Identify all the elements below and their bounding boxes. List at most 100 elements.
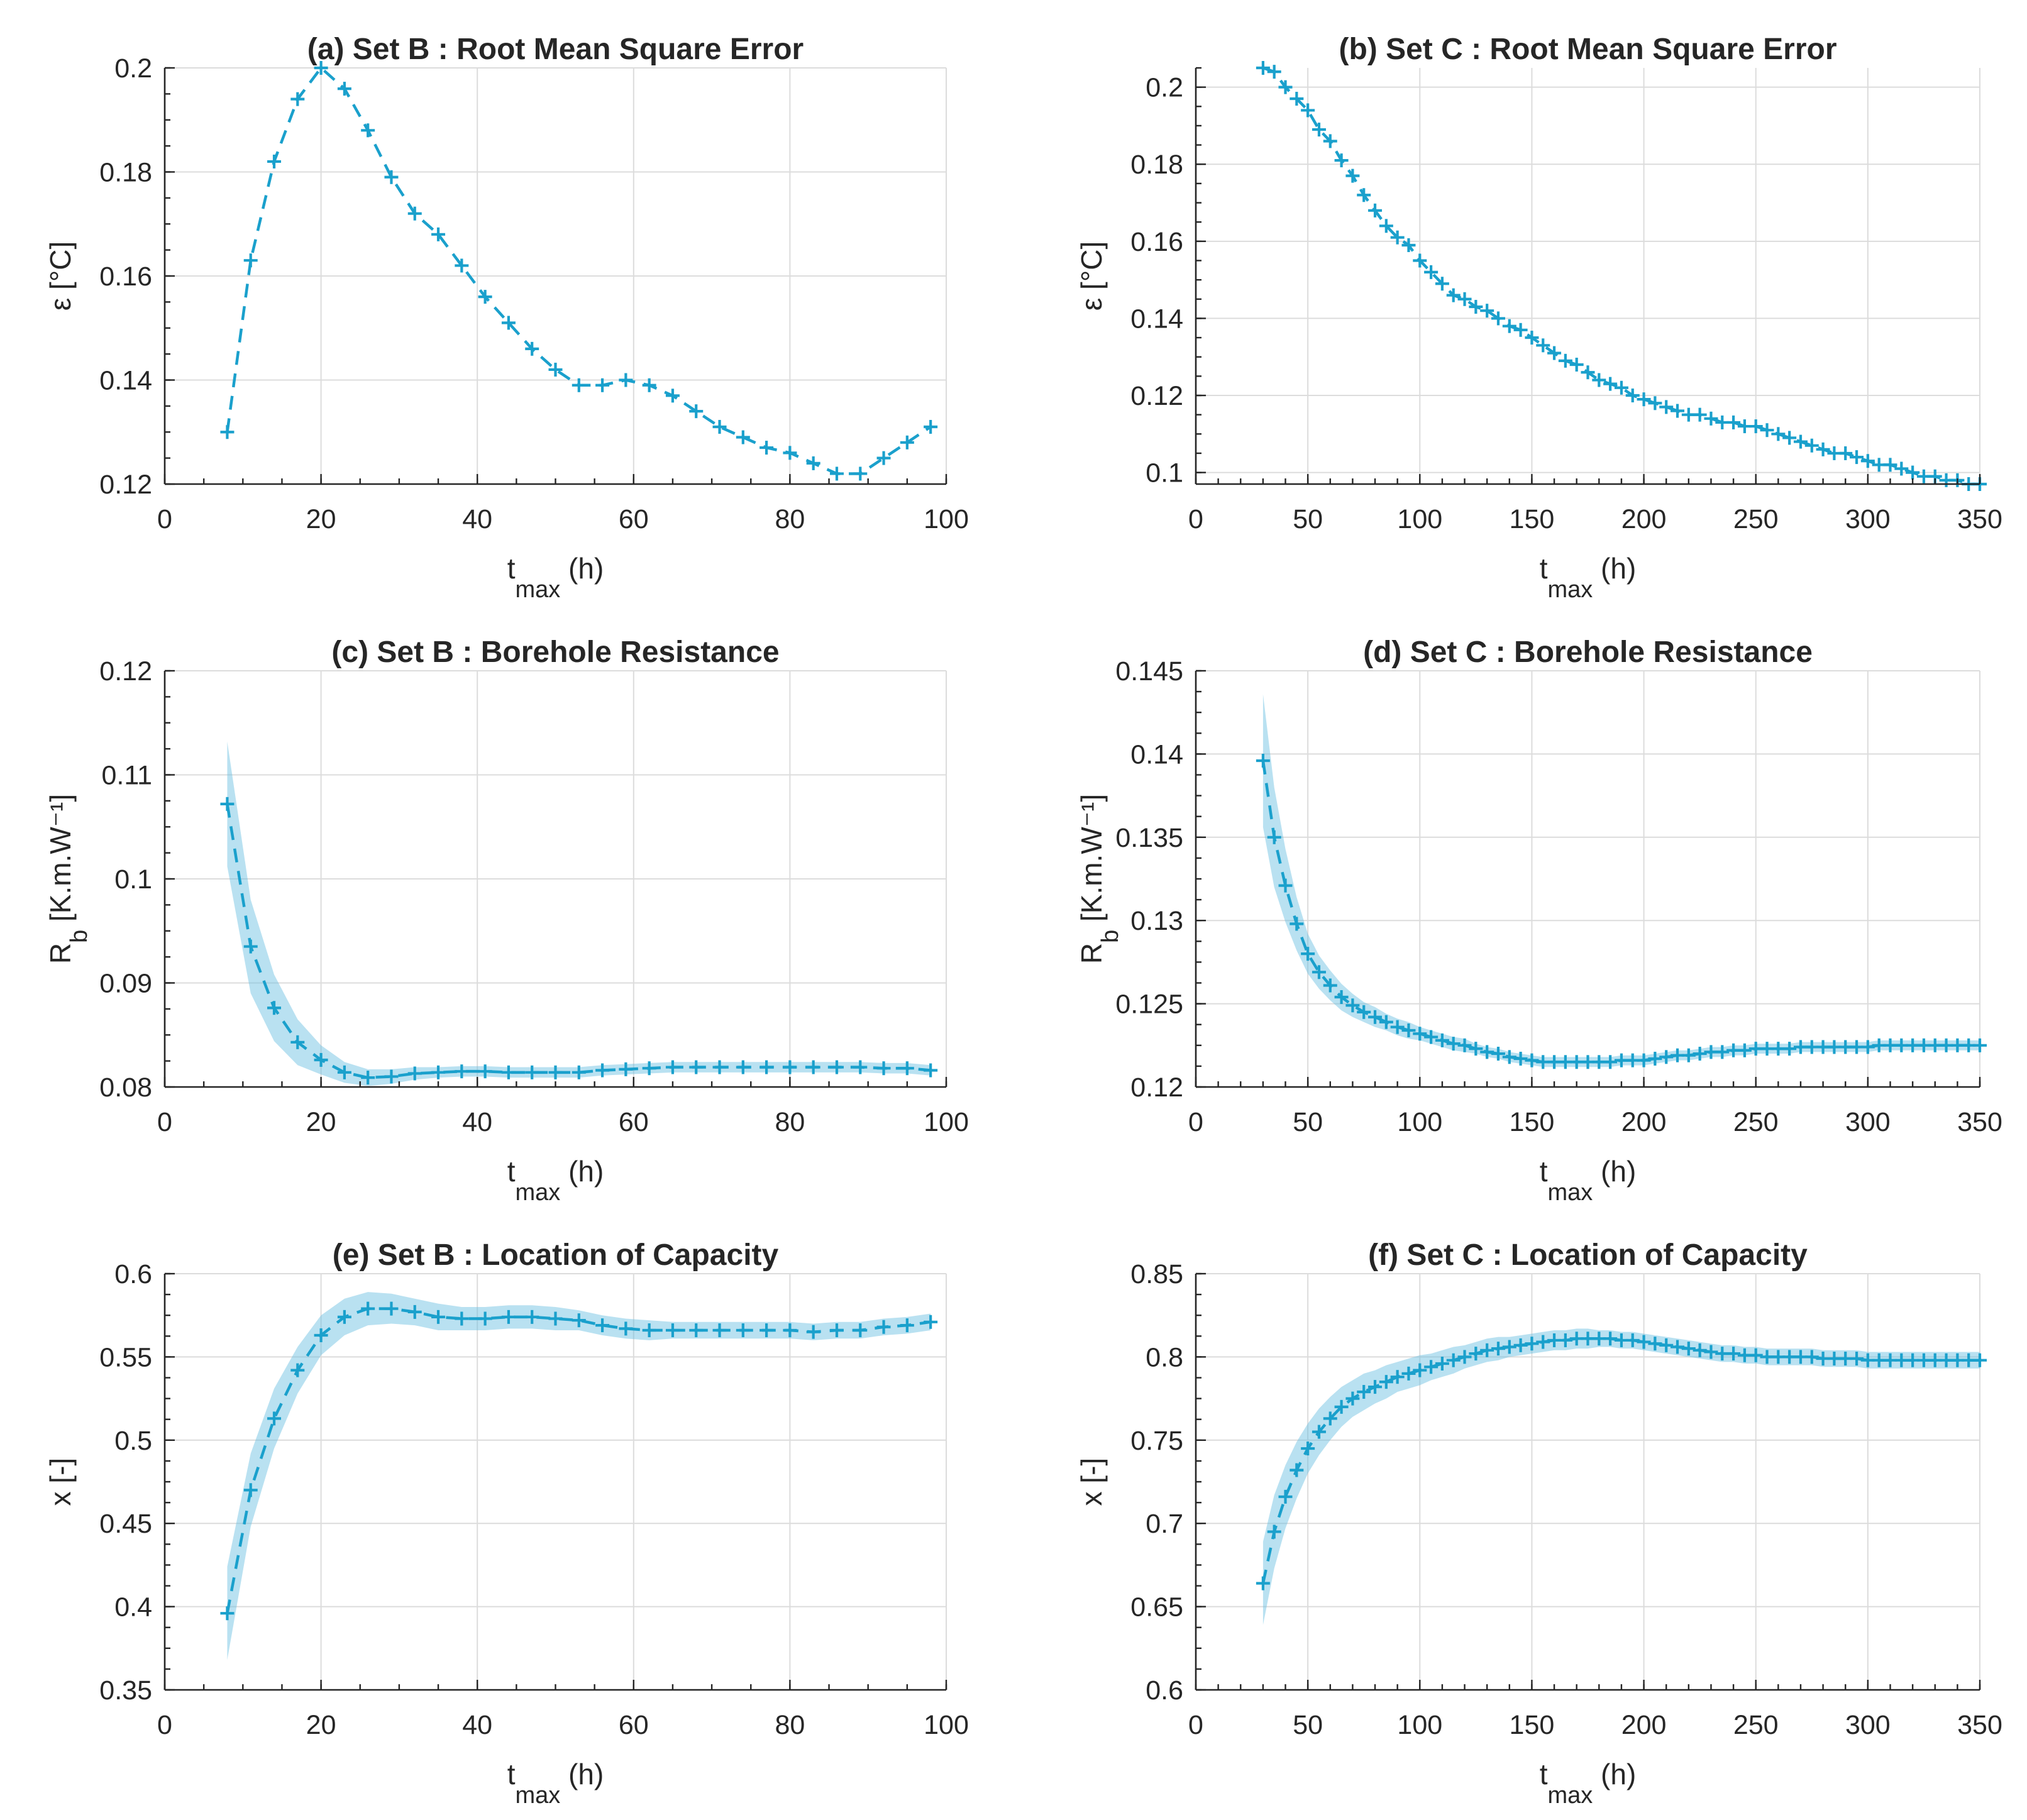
data-point: [337, 82, 351, 96]
data-point: [1894, 461, 1909, 476]
x-tick-label: 40: [462, 1107, 492, 1137]
y-axis-label-main: R: [1075, 943, 1108, 964]
y-tick-label: 0.2: [1146, 73, 1183, 103]
x-tick-label: 80: [775, 504, 805, 534]
data-point: [1637, 1335, 1651, 1349]
x-tick-label: 200: [1621, 1107, 1667, 1137]
data-point: [1726, 1347, 1741, 1361]
data-point: [829, 466, 844, 481]
data-point: [806, 1325, 820, 1339]
data-point: [759, 441, 774, 455]
subplot-d: 0 50 100 150 200 250 300 350 0.12 0.125 0.13 0.135 0…: [1075, 636, 2002, 1206]
series-line: [226, 65, 932, 475]
data-point: [384, 170, 399, 184]
y-tick-label: 0.1: [1146, 458, 1183, 488]
x-tick-label: 80: [775, 1107, 805, 1137]
x-axis-label-unit: (h): [1593, 1758, 1636, 1790]
data-point: [712, 1323, 727, 1338]
data-point: [712, 1060, 727, 1074]
data-point: [1357, 1385, 1371, 1399]
data-point: [1278, 878, 1293, 893]
data-point: [1513, 323, 1528, 337]
data-point: [478, 290, 492, 304]
x-axis-label: tmax (h): [1540, 1155, 1637, 1206]
data-point: [1256, 61, 1270, 75]
data-point: [407, 1066, 422, 1081]
y-tick-label: 0.16: [1130, 227, 1183, 257]
y-tick-label: 0.12: [1130, 1073, 1183, 1103]
y-tick-label: 0.18: [1130, 150, 1183, 180]
data-point: [806, 1060, 820, 1074]
data-point: [1704, 411, 1718, 426]
x-axis-label-main: t: [507, 1758, 516, 1790]
x-tick-label: 200: [1621, 1710, 1667, 1740]
data-point: [1323, 134, 1337, 148]
data-point: [1637, 1053, 1651, 1067]
data-point: [1390, 1020, 1405, 1034]
x-tick-label: 20: [306, 1107, 336, 1137]
uncertainty-band: [227, 1292, 931, 1660]
data-point: [1301, 103, 1315, 118]
data-point: [665, 1060, 680, 1074]
data-point: [1614, 380, 1628, 395]
data-point: [431, 227, 446, 241]
data-point: [407, 1304, 422, 1319]
data-point: [1379, 1375, 1393, 1389]
data-point: [548, 1311, 563, 1326]
data-point: [689, 404, 704, 419]
y-tick-label: 0.4: [114, 1592, 152, 1623]
x-axis-label-unit: (h): [560, 552, 604, 585]
x-axis-label-main: t: [1540, 1758, 1548, 1790]
x-tick-label: 350: [1957, 504, 2002, 534]
data-point: [501, 1065, 516, 1079]
y-axis-label: x [-]: [1075, 1458, 1108, 1506]
data-point: [1312, 965, 1326, 979]
y-tick-label: 0.8: [1146, 1342, 1183, 1372]
series-line: [226, 803, 931, 1079]
data-point: [455, 1311, 469, 1326]
data-point: [361, 1071, 375, 1085]
data-point: [1424, 1030, 1439, 1044]
data-point: [783, 1323, 797, 1338]
data-point: [1435, 1356, 1449, 1371]
x-tick-label: 300: [1845, 1107, 1891, 1137]
y-tick-label: 0.125: [1115, 990, 1183, 1020]
series-line: [1262, 66, 1980, 486]
subplot-a: 0 20 40 60 80 100 0.12 0.14 0.16 0.18 0.2 (a) Set B…: [44, 33, 969, 603]
data-point: [1760, 423, 1774, 438]
data-point: [314, 1052, 328, 1067]
data-point: [572, 1065, 586, 1079]
x-axis-label-unit: (h): [1593, 552, 1636, 585]
data-point: [1469, 300, 1483, 314]
data-point: [924, 1063, 938, 1078]
data-point: [1748, 1348, 1763, 1362]
data-point: [1446, 1353, 1461, 1367]
x-axis-label-unit: (h): [1593, 1155, 1636, 1188]
x-axis-label-subscript: max: [515, 1179, 560, 1206]
data-point: [1860, 1040, 1875, 1054]
uncertainty-band: [1262, 1328, 1980, 1625]
y-tick-label: 0.09: [99, 969, 152, 999]
data-point: [689, 1060, 704, 1074]
data-point: [1671, 1340, 1685, 1354]
data-point: [1782, 431, 1797, 445]
x-axis-label-subscript: max: [1547, 576, 1593, 603]
data-point: [1480, 1045, 1494, 1059]
data-point: [337, 1310, 351, 1324]
data-point: [1782, 1042, 1797, 1056]
y-axis-label-subscript: b: [66, 930, 92, 943]
data-point: [1715, 1045, 1730, 1059]
x-axis-label: tmax (h): [1540, 1758, 1637, 1809]
data-point: [1368, 203, 1383, 218]
y-tick-label: 0.11: [102, 761, 153, 791]
data-point: [1547, 346, 1562, 360]
data-point: [548, 1065, 563, 1079]
x-tick-label: 100: [924, 504, 969, 534]
data-point: [1278, 1489, 1293, 1504]
data-point: [1681, 1048, 1696, 1062]
data-point: [759, 1323, 774, 1338]
data-point: [267, 154, 282, 168]
x-tick-label: 300: [1845, 1710, 1891, 1740]
data-point: [478, 1311, 492, 1326]
